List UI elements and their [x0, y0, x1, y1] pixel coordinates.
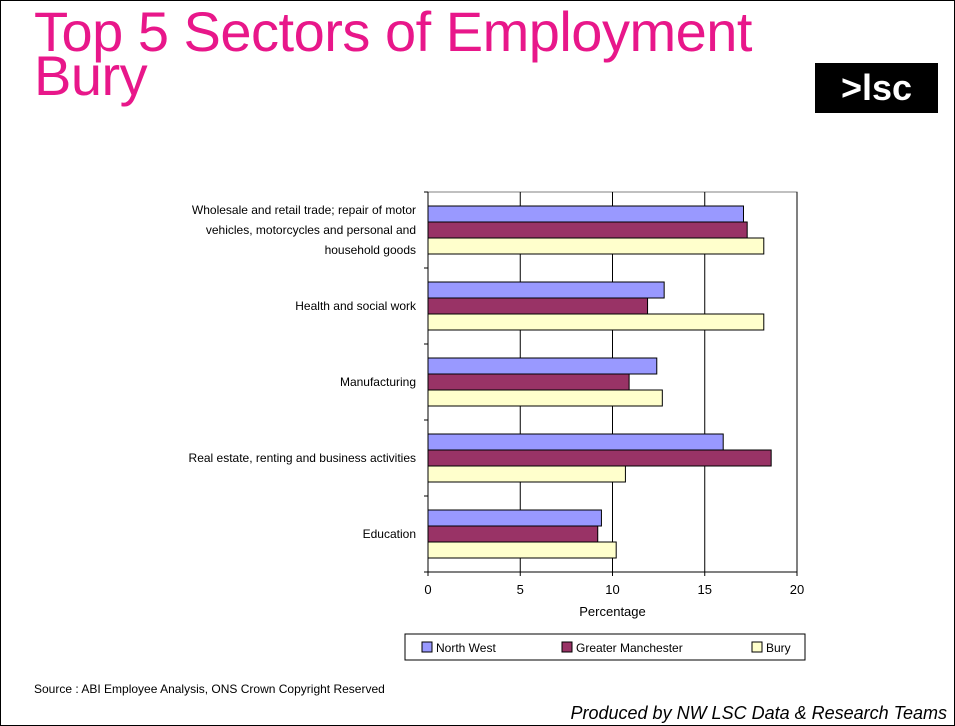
- x-tick-label: 15: [698, 582, 712, 597]
- legend-label: Bury: [766, 641, 791, 655]
- legend-box: [404, 633, 806, 661]
- bar-greater-manchester: [427, 525, 599, 543]
- source-note: Source : ABI Employee Analysis, ONS Crow…: [34, 682, 385, 696]
- category-label: Education: [363, 527, 416, 541]
- bar-north-west: [427, 205, 744, 223]
- bar-bury: [427, 389, 663, 407]
- bar-north-west: [427, 433, 724, 451]
- bar-greater-manchester: [427, 449, 772, 467]
- x-tick-label: 0: [424, 582, 431, 597]
- lsc-logo: >lsc: [815, 63, 938, 113]
- bar-bury: [427, 541, 617, 559]
- legend-swatch: [421, 641, 433, 653]
- category-label: Real estate, renting and business activi…: [189, 451, 416, 465]
- x-tick-label: 5: [517, 582, 524, 597]
- legend-label: North West: [436, 641, 496, 655]
- credit-line: Produced by NW LSC Data & Research Teams: [570, 703, 948, 723]
- title-line-1: Top 5 Sectors of Employment: [34, 0, 752, 63]
- x-axis-label: Percentage: [579, 604, 646, 619]
- x-tick-label: 20: [790, 582, 804, 597]
- legend-swatch: [751, 641, 763, 653]
- bar-north-west: [427, 357, 658, 375]
- x-tick-label: 10: [605, 582, 619, 597]
- bar-greater-manchester: [427, 221, 748, 239]
- bar-north-west: [427, 281, 665, 299]
- title-line-2: Bury: [34, 44, 148, 107]
- bar-bury: [427, 313, 765, 331]
- bar-bury: [427, 237, 765, 255]
- category-label: Manufacturing: [340, 375, 416, 389]
- category-label: Health and social work: [295, 299, 417, 313]
- bar-north-west: [427, 509, 602, 527]
- category-label: Wholesale and retail trade; repair of mo…: [192, 203, 416, 257]
- legend-swatch: [561, 641, 573, 653]
- bar-bury: [427, 465, 626, 483]
- legend-label: Greater Manchester: [576, 641, 683, 655]
- bar-greater-manchester: [427, 373, 630, 391]
- bar-greater-manchester: [427, 297, 649, 315]
- slide-title: Top 5 Sectors of Employment Bury: [34, 0, 752, 107]
